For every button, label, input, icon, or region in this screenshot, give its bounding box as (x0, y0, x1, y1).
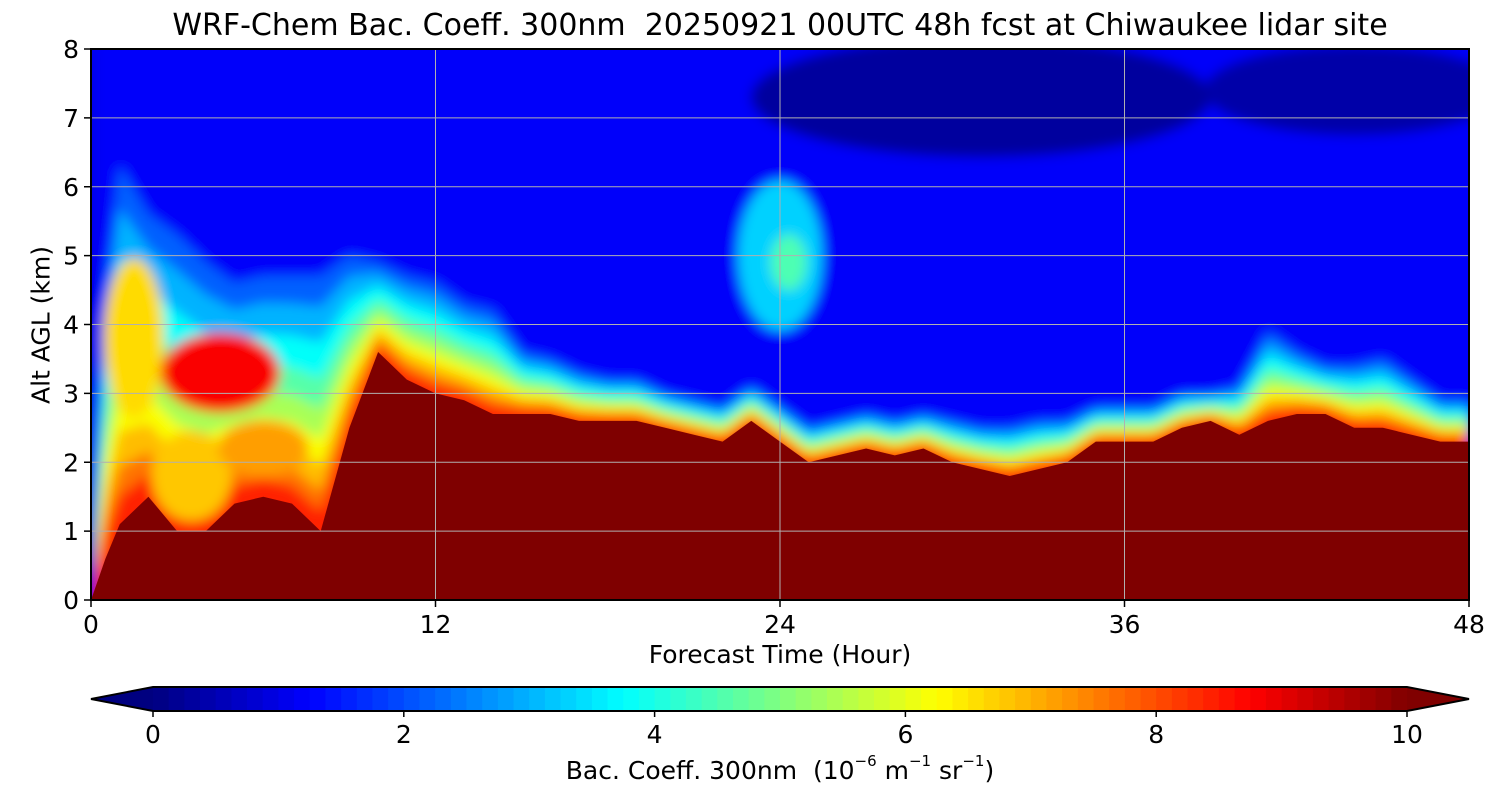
y-tick-label: 8 (63, 35, 79, 64)
clean-air-region (751, 49, 1211, 158)
x-tick-label: 48 (1453, 610, 1485, 639)
y-tick-label: 3 (63, 379, 79, 408)
x-tick-label: 0 (83, 610, 99, 639)
y-tick-label: 4 (63, 311, 79, 340)
plume-pocket (104, 258, 165, 419)
y-tick-label: 7 (63, 104, 79, 133)
colorbar-label-main: Bac. Coeff. 300nm (10 (565, 756, 855, 785)
chart-title: WRF-Chem Bac. Coeff. 300nm 20250921 00UT… (172, 8, 1388, 43)
x-tick-label: 24 (764, 610, 796, 639)
secondary-plume-core (770, 234, 807, 291)
colorbar-exp1: −6 (854, 752, 877, 770)
colorbar-label-end: ) (984, 756, 995, 785)
plume-pocket (218, 420, 309, 477)
plume-pocket (151, 431, 232, 522)
clean-air-region-2 (1204, 49, 1469, 136)
x-axis-label: Forecast Time (Hour) (648, 640, 912, 669)
y-axis: 0 1 2 3 4 5 6 7 8 (63, 35, 91, 615)
y-tick-label: 6 (63, 173, 79, 202)
x-axis: 0 12 24 36 48 (83, 600, 1485, 639)
x-tick-label: 36 (1109, 610, 1141, 639)
plume-pocket (160, 332, 281, 413)
x-tick-label: 12 (420, 610, 452, 639)
colorbar-exp2: −1 (908, 752, 932, 770)
colorbar-label-mid: m (876, 756, 909, 785)
colorbar-exp3: −1 (962, 752, 985, 770)
colorbar-label: Bac. Coeff. 300nm (10−6 m−1 sr−1) (0, 752, 1500, 785)
y-tick-label: 1 (63, 517, 79, 546)
y-axis-label: Alt AGL (km) (26, 245, 56, 405)
colorbar-label-mid2: sr (931, 756, 963, 785)
y-tick-label: 5 (63, 242, 79, 271)
y-tick-label: 2 (63, 448, 79, 477)
y-tick-label: 0 (63, 586, 79, 615)
grid-lines (91, 49, 1469, 600)
